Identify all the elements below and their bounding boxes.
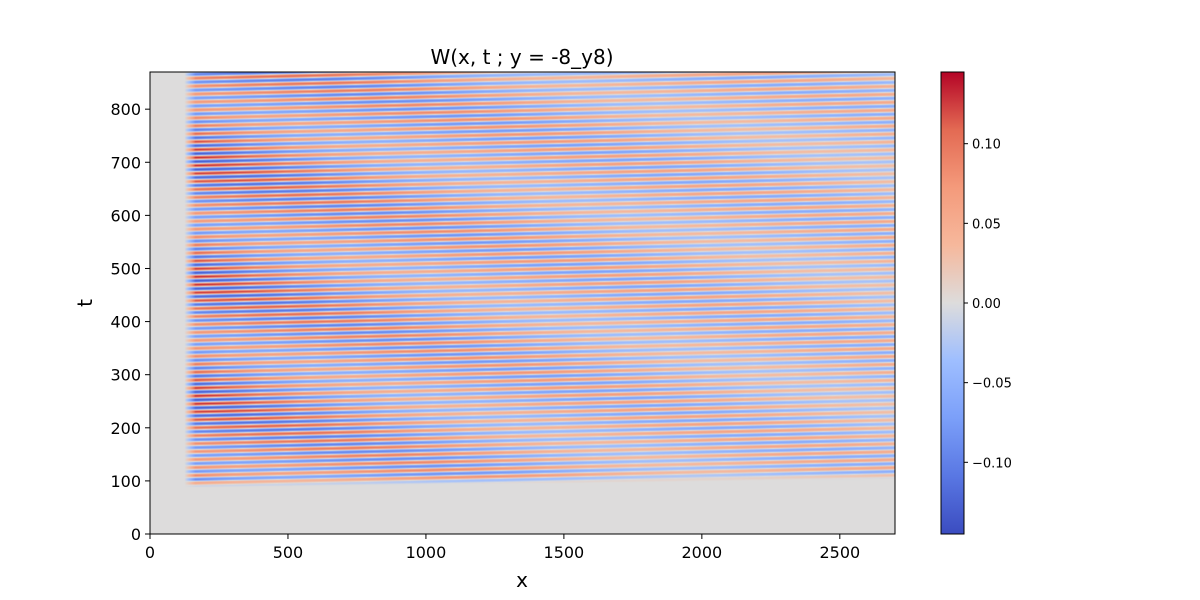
y-tick-label: 400 — [110, 313, 141, 332]
x-axis: 0 500 1000 1500 2000 2500 — [145, 534, 860, 562]
chart-title: W(x, t ; y = -8_y8) — [430, 45, 613, 69]
colorbar-gradient — [941, 72, 964, 534]
colorbar-tick-label: 0.05 — [972, 217, 1001, 232]
x-tick-label: 500 — [273, 543, 304, 562]
y-tick-label: 300 — [110, 366, 141, 385]
colorbar-tick-label: 0.10 — [972, 138, 1001, 153]
colorbar-tick-label: −0.05 — [972, 377, 1012, 392]
y-tick-label: 0 — [131, 525, 141, 544]
x-tick-label: 2000 — [681, 543, 722, 562]
y-tick-label: 200 — [110, 419, 141, 438]
y-tick-label: 100 — [110, 472, 141, 491]
y-tick-label: 500 — [110, 259, 141, 278]
x-tick-label: 1000 — [406, 543, 447, 562]
heatmap-canvas — [150, 72, 895, 534]
colorbar-ticks: −0.10 −0.05 0.00 0.05 0.10 — [964, 138, 1012, 471]
x-axis-label: x — [516, 568, 528, 592]
x-tick-label: 2500 — [819, 543, 860, 562]
colorbar: −0.10 −0.05 0.00 0.05 0.10 — [940, 71, 1012, 535]
colorbar-tick-label: 0.00 — [972, 297, 1001, 312]
colorbar-tick-label: −0.10 — [972, 456, 1012, 471]
plot-area — [149, 71, 896, 535]
y-axis-label: t — [73, 299, 97, 307]
y-tick-label: 600 — [110, 206, 141, 225]
x-tick-label: 0 — [145, 543, 155, 562]
x-tick-label: 1500 — [544, 543, 585, 562]
y-tick-label: 700 — [110, 153, 141, 172]
y-tick-label: 800 — [110, 100, 141, 119]
plot-frame — [149, 71, 896, 535]
y-axis: 0 100 200 300 400 500 600 700 800 — [110, 100, 150, 544]
